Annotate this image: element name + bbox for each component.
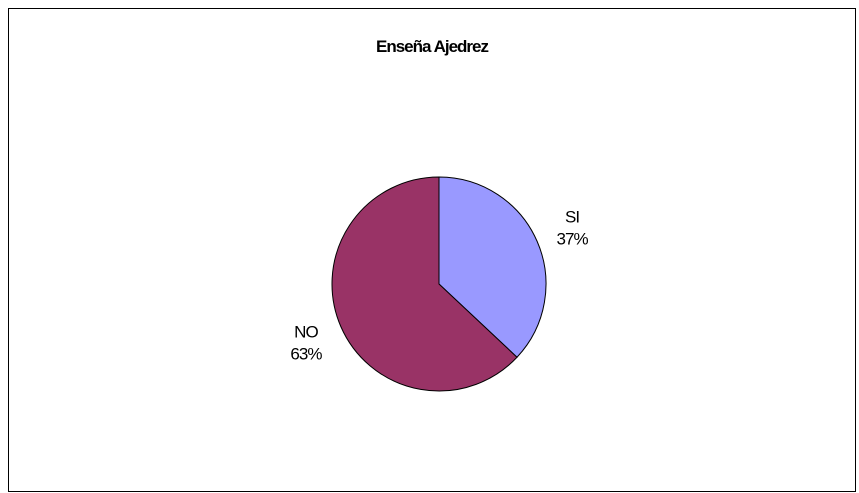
pie-slice-si (438, 176, 547, 358)
slice-label-no: NO (294, 323, 318, 342)
chart-title: Enseña Ajedrez (376, 37, 489, 56)
pie-slices (331, 176, 547, 392)
slice-value-no: 63% (290, 345, 322, 364)
slice-label-si: SI (565, 207, 579, 226)
chart-area: Enseña Ajedrez SI 37% NO 63% (8, 8, 856, 492)
slice-value-si: 37% (557, 229, 589, 248)
pie-chart: SI 37% NO 63% (290, 176, 589, 392)
pie-labels: SI 37% NO 63% (290, 207, 589, 364)
pie-slice-no (331, 176, 518, 392)
